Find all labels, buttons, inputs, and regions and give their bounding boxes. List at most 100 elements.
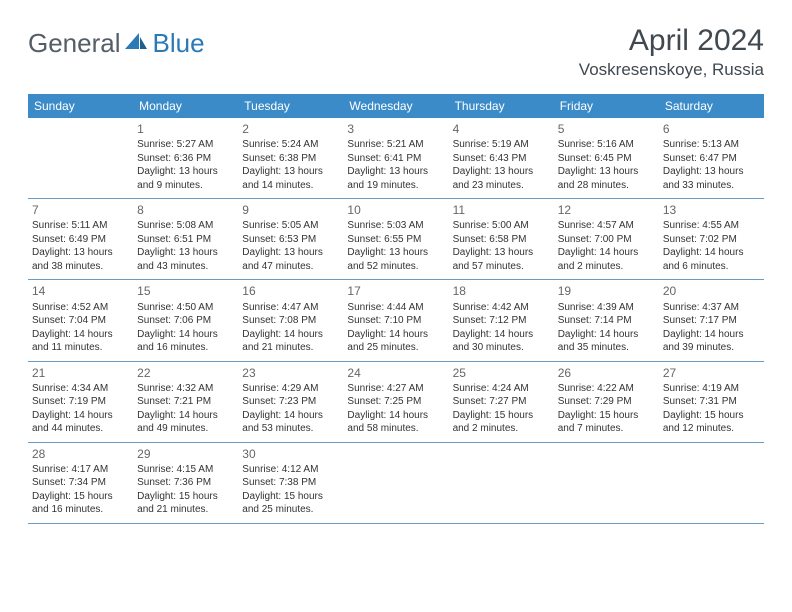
daylight-text: Daylight: 15 hours	[242, 490, 339, 504]
daylight-text: Daylight: 15 hours	[663, 409, 760, 423]
sunrise-text: Sunrise: 4:55 AM	[663, 219, 760, 233]
daylight-text: Daylight: 14 hours	[558, 328, 655, 342]
daylight-text: Daylight: 15 hours	[137, 490, 234, 504]
empty-cell	[28, 118, 133, 198]
sunset-text: Sunset: 7:21 PM	[137, 395, 234, 409]
day-number: 27	[663, 365, 760, 381]
brand-name-1: General	[28, 28, 121, 59]
sunset-text: Sunset: 7:36 PM	[137, 476, 234, 490]
daylight-text: and 19 minutes.	[347, 179, 444, 193]
daylight-text: Daylight: 13 hours	[32, 246, 129, 260]
sunset-text: Sunset: 7:00 PM	[558, 233, 655, 247]
sunset-text: Sunset: 7:17 PM	[663, 314, 760, 328]
daylight-text: and 57 minutes.	[453, 260, 550, 274]
sunrise-text: Sunrise: 5:27 AM	[137, 138, 234, 152]
daylight-text: and 21 minutes.	[137, 503, 234, 517]
sunset-text: Sunset: 7:34 PM	[32, 476, 129, 490]
daylight-text: Daylight: 14 hours	[453, 328, 550, 342]
daylight-text: Daylight: 14 hours	[137, 409, 234, 423]
sunset-text: Sunset: 7:38 PM	[242, 476, 339, 490]
sunset-text: Sunset: 7:27 PM	[453, 395, 550, 409]
sunrise-text: Sunrise: 5:24 AM	[242, 138, 339, 152]
sunrise-text: Sunrise: 4:37 AM	[663, 301, 760, 315]
day-cell: 21Sunrise: 4:34 AMSunset: 7:19 PMDayligh…	[28, 362, 133, 442]
day-number: 7	[32, 202, 129, 218]
sunset-text: Sunset: 6:53 PM	[242, 233, 339, 247]
sunrise-text: Sunrise: 4:29 AM	[242, 382, 339, 396]
day-cell: 22Sunrise: 4:32 AMSunset: 7:21 PMDayligh…	[133, 362, 238, 442]
brand-name-2: Blue	[153, 28, 205, 59]
day-cell: 27Sunrise: 4:19 AMSunset: 7:31 PMDayligh…	[659, 362, 764, 442]
week-row: 14Sunrise: 4:52 AMSunset: 7:04 PMDayligh…	[28, 280, 764, 361]
weekday-header: Sunday	[28, 94, 133, 118]
day-cell: 28Sunrise: 4:17 AMSunset: 7:34 PMDayligh…	[28, 443, 133, 523]
day-number: 12	[558, 202, 655, 218]
brand-logo: General Blue	[28, 28, 205, 59]
daylight-text: and 30 minutes.	[453, 341, 550, 355]
daylight-text: Daylight: 13 hours	[242, 165, 339, 179]
sunset-text: Sunset: 6:55 PM	[347, 233, 444, 247]
day-number: 4	[453, 121, 550, 137]
sunrise-text: Sunrise: 5:19 AM	[453, 138, 550, 152]
sunrise-text: Sunrise: 5:00 AM	[453, 219, 550, 233]
day-cell: 24Sunrise: 4:27 AMSunset: 7:25 PMDayligh…	[343, 362, 448, 442]
calendar: SundayMondayTuesdayWednesdayThursdayFrid…	[28, 94, 764, 524]
sunset-text: Sunset: 6:43 PM	[453, 152, 550, 166]
empty-cell	[659, 443, 764, 523]
sunset-text: Sunset: 6:38 PM	[242, 152, 339, 166]
daylight-text: Daylight: 13 hours	[453, 246, 550, 260]
day-number: 13	[663, 202, 760, 218]
sunset-text: Sunset: 6:45 PM	[558, 152, 655, 166]
daylight-text: and 23 minutes.	[453, 179, 550, 193]
day-number: 16	[242, 283, 339, 299]
daylight-text: Daylight: 13 hours	[453, 165, 550, 179]
day-number: 8	[137, 202, 234, 218]
daylight-text: Daylight: 15 hours	[32, 490, 129, 504]
empty-cell	[449, 443, 554, 523]
daylight-text: and 16 minutes.	[137, 341, 234, 355]
sunset-text: Sunset: 6:36 PM	[137, 152, 234, 166]
sunrise-text: Sunrise: 4:42 AM	[453, 301, 550, 315]
sunset-text: Sunset: 7:04 PM	[32, 314, 129, 328]
daylight-text: Daylight: 14 hours	[347, 328, 444, 342]
week-row: 21Sunrise: 4:34 AMSunset: 7:19 PMDayligh…	[28, 362, 764, 443]
daylight-text: Daylight: 13 hours	[242, 246, 339, 260]
day-number: 9	[242, 202, 339, 218]
day-cell: 10Sunrise: 5:03 AMSunset: 6:55 PMDayligh…	[343, 199, 448, 279]
sunrise-text: Sunrise: 5:21 AM	[347, 138, 444, 152]
day-number: 5	[558, 121, 655, 137]
sunset-text: Sunset: 7:14 PM	[558, 314, 655, 328]
daylight-text: and 49 minutes.	[137, 422, 234, 436]
day-cell: 29Sunrise: 4:15 AMSunset: 7:36 PMDayligh…	[133, 443, 238, 523]
day-cell: 1Sunrise: 5:27 AMSunset: 6:36 PMDaylight…	[133, 118, 238, 198]
day-number: 21	[32, 365, 129, 381]
day-number: 19	[558, 283, 655, 299]
day-number: 28	[32, 446, 129, 462]
day-cell: 12Sunrise: 4:57 AMSunset: 7:00 PMDayligh…	[554, 199, 659, 279]
day-number: 29	[137, 446, 234, 462]
day-cell: 7Sunrise: 5:11 AMSunset: 6:49 PMDaylight…	[28, 199, 133, 279]
day-number: 23	[242, 365, 339, 381]
day-cell: 26Sunrise: 4:22 AMSunset: 7:29 PMDayligh…	[554, 362, 659, 442]
daylight-text: and 9 minutes.	[137, 179, 234, 193]
week-row: 7Sunrise: 5:11 AMSunset: 6:49 PMDaylight…	[28, 199, 764, 280]
daylight-text: and 47 minutes.	[242, 260, 339, 274]
sunrise-text: Sunrise: 4:19 AM	[663, 382, 760, 396]
weekday-header: Wednesday	[343, 94, 448, 118]
day-number: 1	[137, 121, 234, 137]
daylight-text: and 35 minutes.	[558, 341, 655, 355]
sunrise-text: Sunrise: 4:27 AM	[347, 382, 444, 396]
sunrise-text: Sunrise: 5:03 AM	[347, 219, 444, 233]
daylight-text: Daylight: 13 hours	[663, 165, 760, 179]
daylight-text: Daylight: 13 hours	[137, 246, 234, 260]
month-title: April 2024	[579, 24, 764, 58]
daylight-text: and 6 minutes.	[663, 260, 760, 274]
daylight-text: and 21 minutes.	[242, 341, 339, 355]
daylight-text: and 14 minutes.	[242, 179, 339, 193]
daylight-text: and 58 minutes.	[347, 422, 444, 436]
day-number: 26	[558, 365, 655, 381]
day-number: 11	[453, 202, 550, 218]
sunset-text: Sunset: 7:29 PM	[558, 395, 655, 409]
day-number: 20	[663, 283, 760, 299]
day-cell: 14Sunrise: 4:52 AMSunset: 7:04 PMDayligh…	[28, 280, 133, 360]
